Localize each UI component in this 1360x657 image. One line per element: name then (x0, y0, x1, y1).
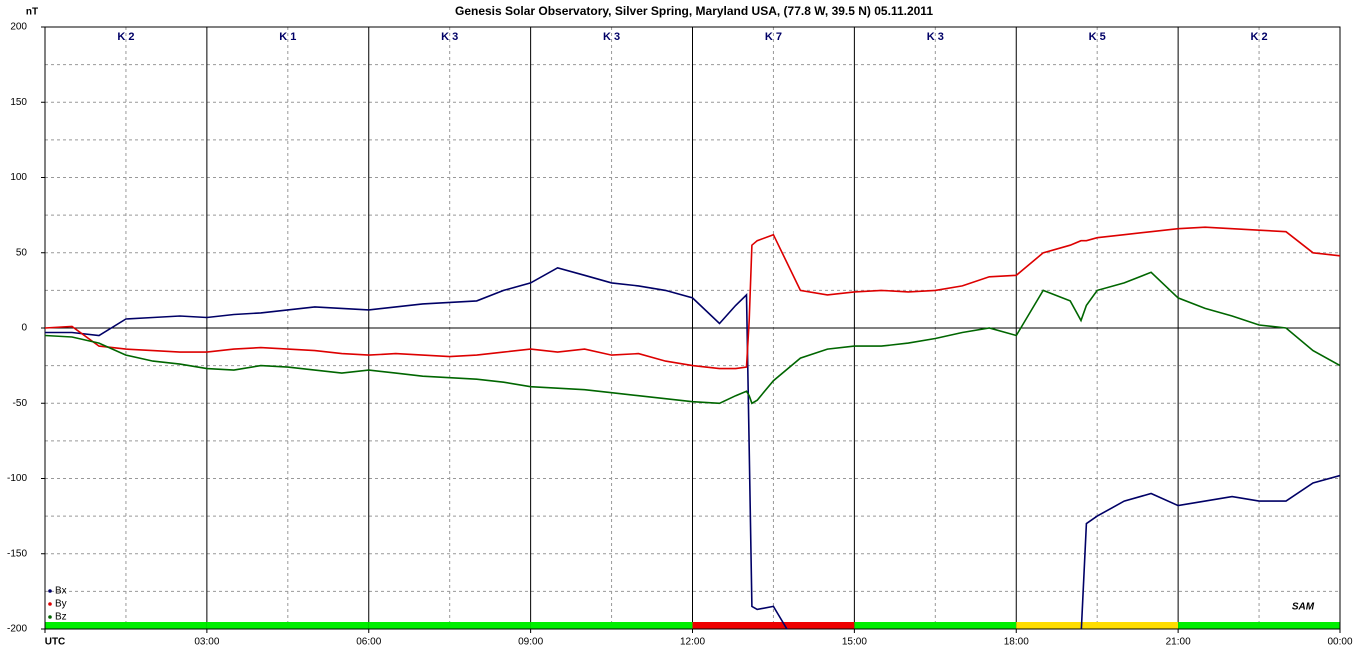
status-bar (368, 622, 531, 629)
x-tick-label: 03:00 (194, 637, 219, 648)
status-bar (45, 622, 207, 629)
k-index-label: K 7 (765, 31, 782, 43)
x-tick-label: 15:00 (842, 637, 867, 648)
series-line (45, 271, 1340, 405)
k-index-label: K 3 (441, 31, 458, 43)
y-tick-label: -100 (7, 473, 27, 484)
logo: SAM (1292, 602, 1315, 613)
legend-label: Bz (55, 612, 67, 623)
legend-marker (48, 589, 52, 593)
legend-marker (48, 615, 52, 619)
x-tick-label: 18:00 (1004, 637, 1029, 648)
status-bar (692, 622, 855, 629)
series-line (45, 226, 1340, 370)
legend-label: By (55, 599, 67, 610)
x-tick-label: 06:00 (356, 637, 381, 648)
y-tick-label: -150 (7, 548, 27, 559)
status-bar (1016, 622, 1179, 629)
series-line (45, 266, 1340, 629)
plot-area (45, 226, 1340, 629)
y-tick-label: 200 (10, 22, 27, 33)
status-bar (206, 622, 369, 629)
status-bar (530, 622, 693, 629)
k-index-label: K 2 (1251, 31, 1268, 43)
status-bar (854, 622, 1017, 629)
x-tick-label: UTC (45, 637, 66, 648)
x-tick-label: 21:00 (1166, 637, 1191, 648)
y-tick-label: 150 (10, 97, 27, 108)
y-tick-label: -50 (13, 398, 28, 409)
legend-label: Bx (55, 586, 67, 597)
k-index-label: K 2 (117, 31, 134, 43)
k-index-label: K 5 (1089, 31, 1106, 43)
y-tick-label: 0 (21, 323, 27, 334)
k-index-label: K 1 (279, 31, 296, 43)
x-tick-label: 00:00 (1327, 637, 1352, 648)
y-tick-label: -200 (7, 624, 27, 635)
status-bar (1178, 622, 1340, 629)
chart-title: Genesis Solar Observatory, Silver Spring… (455, 4, 933, 18)
x-tick-label: 09:00 (518, 637, 543, 648)
y-tick-label: 50 (16, 247, 28, 258)
y-tick-label: 100 (10, 172, 27, 183)
y-axis-label: nT (26, 7, 38, 18)
x-tick-label: 12:00 (680, 637, 705, 648)
k-index-label: K 3 (603, 31, 620, 43)
legend-marker (48, 602, 52, 606)
k-index-label: K 3 (927, 31, 944, 43)
